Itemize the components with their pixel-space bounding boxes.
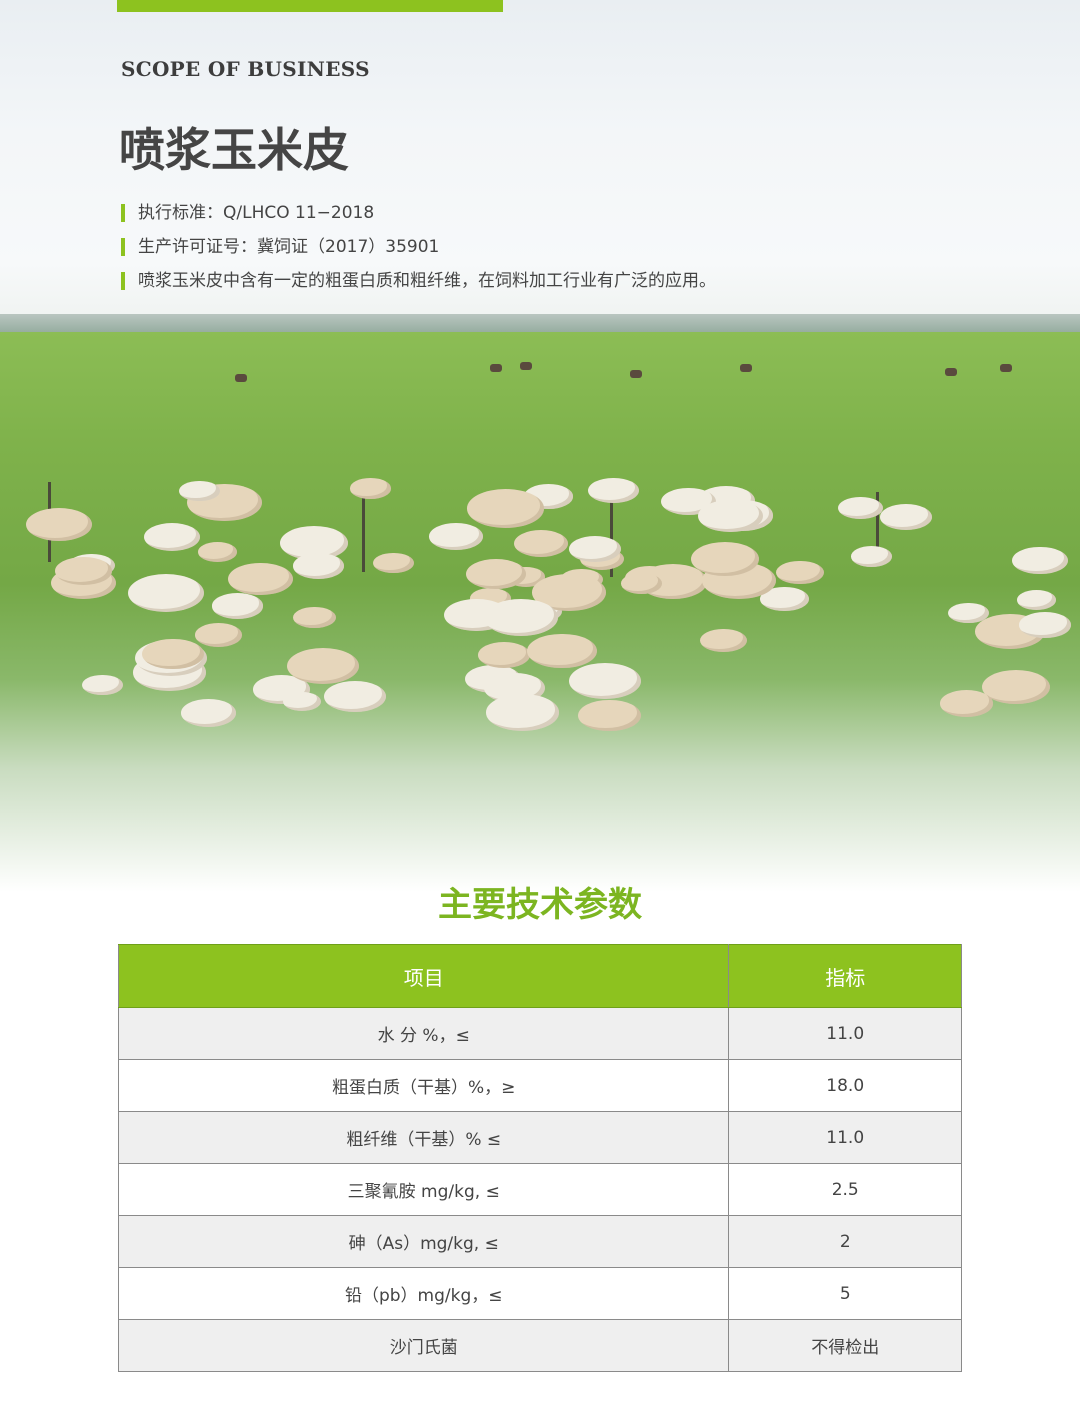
sheep-figure <box>372 552 414 574</box>
table-row: 铅（pb）mg/kg，≤ 5 <box>117 1267 962 1320</box>
sheep-figure <box>292 606 337 629</box>
table-row: 粗蛋白质（干基）%，≥ 18.0 <box>117 1059 962 1112</box>
value-cell: 2.5 <box>728 1163 962 1216</box>
sheep-figure <box>128 574 205 613</box>
fence-post <box>876 492 879 562</box>
item-cell: 砷（As）mg/kg, ≤ <box>117 1215 730 1268</box>
table-row: 粗纤维（干基）% ≤11.0 <box>117 1111 962 1164</box>
sheep-figure <box>350 478 391 499</box>
sheep-figure <box>940 690 994 717</box>
sheep-figure <box>286 648 359 685</box>
sheep-figure <box>466 489 544 528</box>
accent-bar <box>117 0 503 12</box>
grassland-photo <box>0 332 1080 892</box>
item-cell: 粗蛋白质（干基）%，≥ <box>117 1059 730 1112</box>
license-info: 生产许可证号：冀饲证（2017）35901 <box>121 236 439 258</box>
sheep-figure <box>54 556 112 586</box>
sheep-figure <box>1017 590 1057 611</box>
sheep-figure <box>850 546 893 567</box>
sheep-figure <box>180 698 237 727</box>
sheep-figure <box>587 477 639 503</box>
sheep-figure <box>691 542 760 577</box>
sheep-figure <box>880 504 932 530</box>
sheep-figure <box>483 599 558 637</box>
table-row: 水 分 %，≤ 11.0 <box>117 1007 962 1060</box>
section-title: 主要技术参数 <box>438 885 642 925</box>
item-cell: 三聚氰胺 mg/kg, ≤ <box>117 1163 730 1216</box>
sheep-figure <box>292 553 344 579</box>
eyebrow-text: SCOPE OF BUSINESS <box>121 57 370 81</box>
item-cell: 粗纤维（干基）% ≤ <box>117 1111 730 1164</box>
sky-background <box>0 0 1080 330</box>
sheep-figure <box>698 499 764 533</box>
cow-figure <box>630 370 642 378</box>
header-item: 项目 <box>117 944 730 1008</box>
sheep-figure <box>212 593 263 619</box>
table-row: 三聚氰胺 mg/kg, ≤2.5 <box>117 1163 962 1216</box>
sheep-figure <box>465 558 526 589</box>
sheep-figure <box>178 480 221 502</box>
item-cell: 水 分 %，≤ <box>117 1007 730 1060</box>
sheep-figure <box>776 560 824 585</box>
header-value: 指标 <box>728 944 962 1008</box>
sheep-figure <box>577 699 642 732</box>
cow-figure <box>235 374 247 382</box>
fence-post <box>362 492 365 572</box>
item-cell: 沙门氏菌 <box>117 1319 730 1372</box>
value-cell: 11.0 <box>728 1111 962 1164</box>
product-title: 喷浆玉米皮 <box>119 123 349 177</box>
cow-figure <box>520 362 532 370</box>
cow-figure <box>490 364 502 372</box>
sheep-figure <box>513 529 568 557</box>
sheep-figure <box>282 691 321 712</box>
cow-figure <box>740 364 752 372</box>
value-cell: 2 <box>728 1215 962 1268</box>
cow-figure <box>1000 364 1012 372</box>
sheep-figure <box>25 507 93 541</box>
sheep-figure <box>228 562 294 596</box>
value-cell: 11.0 <box>728 1007 962 1060</box>
standard-info: 执行标准：Q/LHCO 11−2018 <box>121 202 374 224</box>
sheep-figure <box>142 638 204 670</box>
table-row: 沙门氏菌 不得检出 <box>117 1319 962 1372</box>
sheep-figure <box>144 523 201 552</box>
sheep-figure <box>569 536 621 563</box>
sheep-figure <box>485 694 560 732</box>
sheep-figure <box>1019 612 1071 638</box>
specs-table: 项目 指标 水 分 %，≤ 11.0 粗蛋白质（干基）%，≥ 18.0 粗纤维（干基… <box>117 944 962 1372</box>
sheep-figure <box>947 602 990 624</box>
sheep-figure <box>620 573 663 595</box>
value-cell: 5 <box>728 1267 962 1320</box>
sheep-figure <box>527 633 597 669</box>
value-cell: 18.0 <box>728 1059 962 1112</box>
item-cell: 铅（pb）mg/kg，≤ <box>117 1267 730 1320</box>
sheep-figure <box>323 680 386 712</box>
value-cell: 不得检出 <box>728 1319 962 1372</box>
sheep-figure <box>1012 546 1068 575</box>
sheep-figure <box>81 674 124 696</box>
sheep-figure <box>194 623 243 647</box>
sheep-figure <box>982 669 1051 704</box>
sheep-figure <box>197 541 237 562</box>
sheep-figure <box>837 496 883 519</box>
distant-hills <box>0 314 1080 336</box>
sheep-figure <box>478 641 530 668</box>
table-header-row: 项目 指标 <box>117 944 962 1008</box>
sheep-figure <box>699 628 748 653</box>
fence-post <box>610 497 613 577</box>
cow-figure <box>945 368 957 376</box>
description-info: 喷浆玉米皮中含有一定的粗蛋白质和粗纤维，在饲料加工行业有广泛的应用。 <box>121 270 716 292</box>
sheep-figure <box>569 663 642 699</box>
table-row: 砷（As）mg/kg, ≤2 <box>117 1215 962 1268</box>
sheep-figure <box>429 523 483 551</box>
